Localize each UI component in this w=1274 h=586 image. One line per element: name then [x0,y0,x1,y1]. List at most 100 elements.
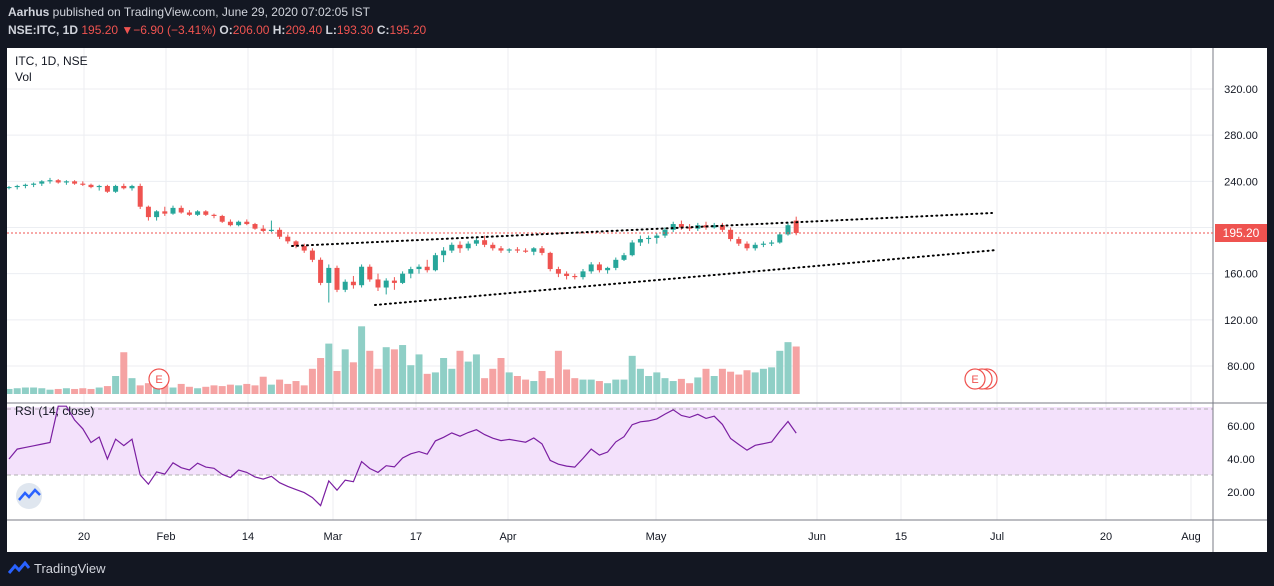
candle-body [449,244,455,251]
volume-bar [243,383,251,394]
candle-body [432,255,438,271]
volume-bar [604,383,612,394]
earnings-icon[interactable] [964,368,986,390]
volume-bar [505,372,513,394]
candle-body [482,240,488,245]
earnings-marker-2[interactable]: E [964,368,998,390]
volume-bar [54,388,62,394]
candle-body [793,220,799,234]
candle-body [80,183,86,185]
volume-bar [120,352,128,394]
candle-body [654,235,660,238]
author-name[interactable]: Aarhus [8,5,50,19]
legend-main[interactable]: ITC, 1D, NSE [15,54,88,68]
close-label: C: [376,23,390,37]
low-label: L: [325,23,337,37]
volume-bar [686,383,694,394]
volume-bar [136,385,144,394]
volume-bar [399,345,407,394]
high-label: H: [272,23,286,37]
lower-trendline[interactable] [374,249,998,306]
candle-body [293,241,299,246]
candle-body [473,240,479,244]
time-tick-label: 15 [895,531,907,543]
volume-bar [341,349,349,394]
volume-bar [79,388,87,394]
tradingview-logo-icon[interactable] [8,561,30,577]
time-tick-label: Jul [990,531,1004,543]
candle-body [391,280,397,283]
candle-body [260,228,266,231]
volume-bar [267,384,275,394]
time-axis-labels: 20 Feb 14 Mar 17 Apr May Jun 15 Jul 20 Aug [78,531,1201,543]
legend-vol[interactable]: Vol [15,70,32,84]
volume-bar [112,376,120,394]
last-price: 195.20 [81,23,119,37]
volume-bar [21,387,29,394]
candle-body [72,181,78,184]
volume-bar [5,388,13,394]
volume-bar [431,372,439,394]
volume-bar [218,386,226,394]
volume-bar [95,387,103,394]
candle-body [318,259,324,283]
candle-body [605,267,611,271]
candle-body [752,244,758,249]
volume-bar [440,358,448,394]
upper-trendline[interactable] [291,212,993,247]
close-value: 195.20 [389,23,427,37]
earnings-icon[interactable] [148,368,170,390]
candle-body [162,211,168,214]
volume-bar [759,368,767,394]
volume-bar [226,384,234,394]
volume-bar [718,368,726,394]
chart-area[interactable]: 80.00 120.00 160.00 240.00 280.00 320.00 20.0… [5,48,1267,552]
candle-body [629,242,635,256]
candle-body [678,224,684,228]
time-tick-label: 17 [410,531,422,543]
volume-bar [194,388,202,394]
chart-svg[interactable]: 80.00 120.00 160.00 240.00 280.00 320.00 20.0… [5,48,1267,552]
volume-bar [784,342,792,394]
volume-bar [776,350,784,394]
candle-body [342,281,348,290]
candle-body [424,266,430,271]
candle-body [572,275,578,278]
volume-bar [464,361,472,394]
open-value: 206.00 [232,23,270,37]
low-value: 193.30 [336,23,374,37]
volume-bar [546,378,554,394]
high-value: 209.40 [285,23,323,37]
earnings-label: E [155,374,162,386]
brand-name[interactable]: TradingView [34,561,106,576]
candle-body [22,184,28,186]
price-tag-label: 195.20 [1223,226,1260,240]
volume-bar [661,378,669,394]
volume-bar [325,343,333,394]
candles [6,177,799,303]
candle-body [441,250,447,256]
time-tick-label: Mar [324,531,343,543]
volume-bar [620,379,628,394]
symbol-label[interactable]: NSE:ITC, 1D [8,23,79,37]
legend-rsi[interactable]: RSI (14, close) [15,404,94,418]
candle-body [227,221,233,226]
earnings-label: E [971,374,978,386]
candle-body [785,225,791,235]
candle-body [47,180,53,182]
volume-bar [587,379,595,394]
chart-header: Aarhus published on TradingView.com, Jun… [0,0,1274,48]
earnings-marker-1[interactable]: E [148,368,170,390]
rsi-line [8,405,797,507]
volume-bar [636,368,644,394]
time-tick-label: Feb [157,531,176,543]
candle-body [637,239,643,243]
volume-bar [284,383,292,394]
volume-bar [694,377,702,394]
candle-body [301,245,307,251]
volume-bar [161,385,169,394]
volume-bar [669,381,677,394]
trendlines[interactable] [291,212,998,306]
candle-body [211,214,217,216]
volume-bar [571,378,579,394]
